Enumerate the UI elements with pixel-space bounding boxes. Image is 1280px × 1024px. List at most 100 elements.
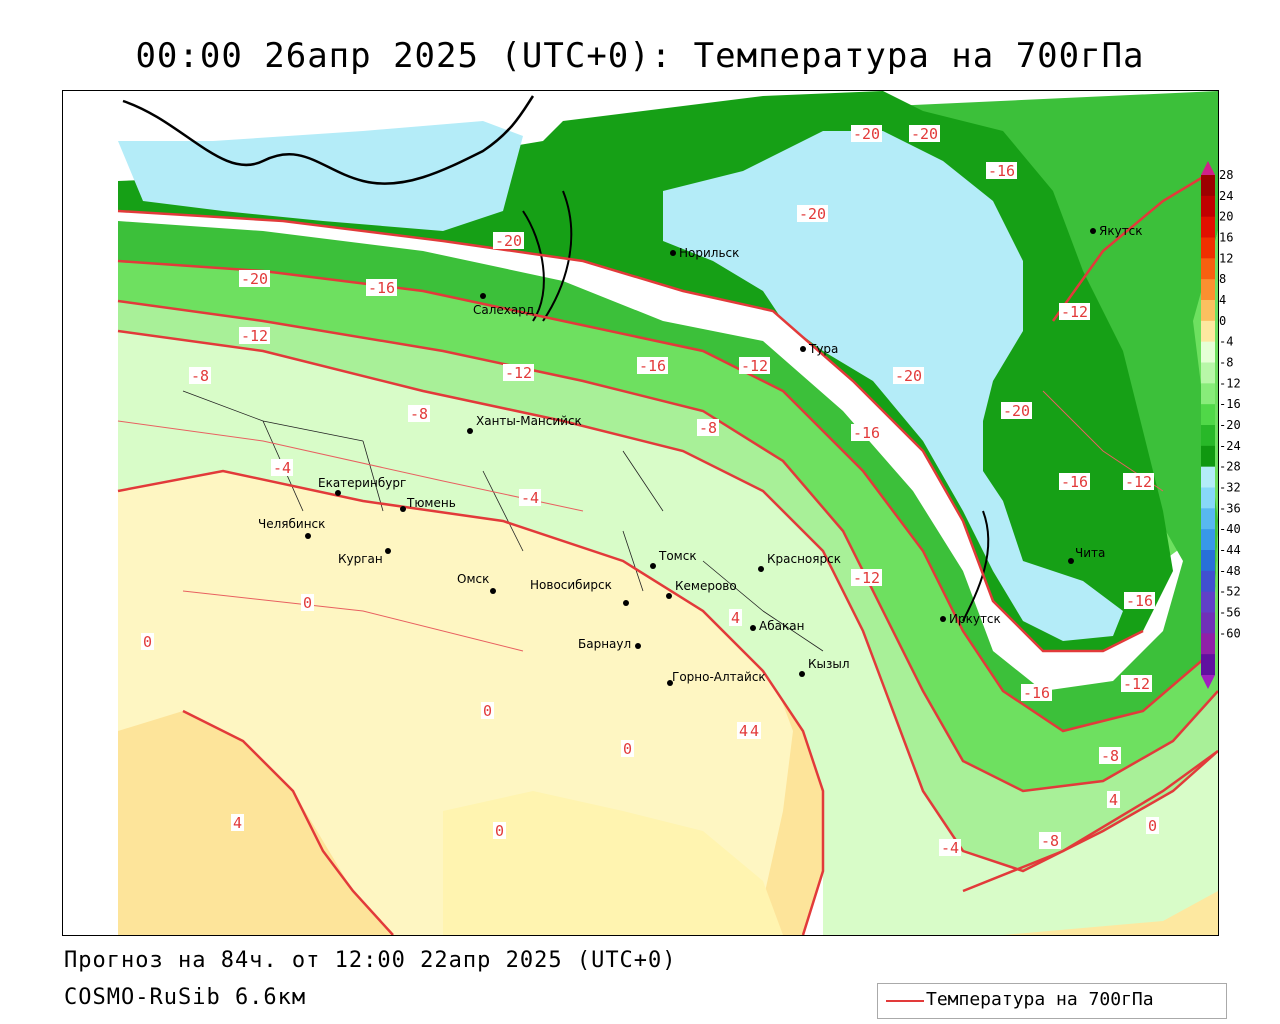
colorbar-tick-label: 28 [1219, 168, 1233, 182]
isotherm-label: -12 [853, 569, 880, 587]
city-marker [940, 616, 946, 622]
isotherm-line [962, 749, 1218, 893]
isotherm-label-bg [697, 419, 719, 436]
isotherm-label-bg [1059, 303, 1090, 320]
colorbar-swatch [1201, 654, 1215, 676]
city-marker [799, 671, 805, 677]
isotherm-label: -16 [1061, 473, 1088, 491]
isotherm-label-bg [231, 814, 244, 831]
zone-minus16 [118, 91, 1218, 731]
colorbar-tick-label: -44 [1219, 543, 1241, 557]
colorbar-swatch [1201, 300, 1215, 322]
isotherm-label: -12 [241, 327, 268, 345]
colorbar-swatch [1201, 404, 1215, 426]
city-label: Екатеринбург [318, 476, 406, 490]
isotherm-label-bg [939, 839, 961, 856]
colorbar-swatch [1201, 591, 1215, 613]
city-label: Кемерово [675, 579, 737, 593]
isotherm-label: -20 [1003, 402, 1030, 420]
isotherm-label-bg [1123, 473, 1154, 490]
temperature-map[interactable]: -20 -16 -20 -20 -20 -16 -12 -12 -8 -12 -16 -12 -8 -16… [63, 91, 1218, 935]
isotherm-label: -20 [853, 125, 880, 143]
isotherm-label-bg [271, 459, 293, 476]
colorbar-swatch [1201, 237, 1215, 259]
colorbar-swatch [1201, 466, 1215, 488]
colorbar-swatch [1201, 258, 1215, 280]
isotherm-label: 0 [495, 822, 504, 840]
isotherm-label-bg [851, 569, 882, 586]
isotherm-label: -20 [911, 125, 938, 143]
colorbar-swatch [1201, 195, 1215, 218]
isotherm-label-bg [1039, 832, 1061, 849]
colorbar-swatch [1201, 612, 1215, 634]
colorbar-tick-label: -12 [1219, 376, 1241, 390]
colorbar-swatch [1201, 529, 1215, 551]
temperature-colorbar: 28 24 20 16 12 8 4 0 -4 -8 -12 -16 -20 -24 -28 -32 -36 -4… [1201, 161, 1241, 689]
isotherm-label-bg [239, 327, 270, 344]
city-label: Ханты-Мансийск [476, 414, 582, 428]
city-marker [667, 680, 673, 686]
colorbar-arrow-top [1201, 161, 1215, 175]
zone-minus24-west [118, 121, 523, 231]
map-frame[interactable]: -20 -16 -20 -20 -20 -16 -12 -12 -8 -12 -16 -12 -8 -16… [62, 90, 1219, 936]
isotherm-label-bg [909, 125, 940, 142]
isotherm-label-bg [519, 489, 541, 506]
city-marker [758, 566, 764, 572]
isotherm-label: -12 [1125, 473, 1152, 491]
city-marker [1090, 228, 1096, 234]
isotherm-label-bg [851, 424, 882, 441]
colorbar-tick-label: -20 [1219, 418, 1241, 432]
forecast-info: Прогноз на 84ч. от 12:00 22апр 2025 (UTC… [64, 948, 677, 973]
isotherm-label-bg [1121, 675, 1152, 692]
city-marker [400, 506, 406, 512]
isotherm-label-bg [893, 367, 924, 384]
isotherm-label: -16 [1126, 592, 1153, 610]
isotherm-label-bg [1146, 817, 1159, 834]
colorbar-swatch [1201, 633, 1215, 655]
city-label: Горно-Алтайск [672, 670, 766, 684]
isotherm-label: -12 [505, 364, 532, 382]
colorbar-tick-label: -52 [1219, 585, 1241, 599]
isotherm-label-bg [141, 633, 154, 650]
city-label: Тюмень [406, 496, 456, 510]
isotherm-label-bg [481, 702, 494, 719]
city-marker [490, 588, 496, 594]
legend-line-swatch [886, 1000, 924, 1002]
isotherm-label: -20 [241, 270, 268, 288]
isotherm-label-bg [1021, 684, 1052, 701]
isotherm-label-bg [621, 740, 634, 757]
colorbar-arrow-bottom [1201, 675, 1215, 689]
isotherm-label: -16 [853, 424, 880, 442]
isotherm-label: -4 [273, 459, 291, 477]
city-label: Курган [338, 552, 383, 566]
isotherm-label-bg [493, 822, 506, 839]
coastline [122, 95, 535, 185]
isotherm-label-bg [986, 162, 1017, 179]
isotherm-label: -8 [699, 419, 717, 437]
isotherm-label: -16 [988, 162, 1015, 180]
isotherm-label: -8 [1041, 832, 1059, 850]
isotherm-label: -16 [1023, 684, 1050, 702]
city-label: Якутск [1099, 224, 1143, 238]
colorbar-labels: 28 24 20 16 12 8 4 0 -4 -8 -12 -16 -20 -24 -28 -32 -36 -4… [1219, 168, 1241, 640]
colorbar-swatch [1201, 341, 1215, 363]
city-label: Салехард [473, 303, 534, 317]
colorbar-swatch [1201, 362, 1215, 384]
coastline-yamal [522, 190, 573, 322]
isotherm-label-bg [408, 405, 430, 422]
colorbar-tick-label: 20 [1219, 210, 1233, 224]
zone-warm-south [443, 791, 783, 935]
isotherm-label: -8 [191, 367, 209, 385]
isotherm-line [1051, 169, 1214, 322]
city-label: Томск [658, 549, 697, 563]
city-label: Норильск [679, 246, 739, 260]
city-label: Иркутск [949, 612, 1001, 626]
isotherm-label: -16 [368, 279, 395, 297]
isotherm-label-bg [1099, 747, 1121, 764]
isotherm-label: -4 [941, 839, 959, 857]
city-label: Омск [457, 572, 489, 586]
colorbar-tick-label: 4 [1219, 293, 1226, 307]
zone-yellow-pale [118, 391, 793, 935]
colorbar-tick-label: -60 [1219, 626, 1241, 640]
colorbar-swatch [1201, 425, 1215, 447]
